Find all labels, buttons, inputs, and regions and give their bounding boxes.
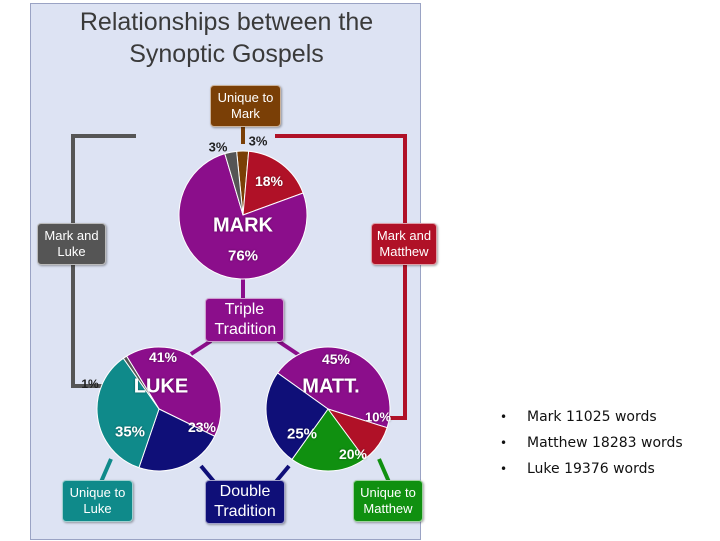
mark-and-matthew-box: Mark and Matthew	[371, 223, 437, 265]
mark-and-matthew-label: Mark and Matthew	[376, 228, 432, 259]
mark-slice-label-unique: 3%	[248, 133, 268, 149]
diagram-title-line1: Relationships between the	[79, 8, 374, 36]
luke-slice-label-double: 23%	[187, 419, 217, 435]
luke-pie-slice-0	[125, 346, 222, 437]
synoptic-gospels-diagram: Relationships between the Synoptic Gospe…	[30, 3, 437, 540]
mark-pie-slice-2	[178, 153, 308, 280]
double-tradition-box: Double Tradition	[205, 480, 285, 524]
diagram-graphics	[71, 127, 407, 486]
word-count-mark-text: Mark 11025 words	[527, 409, 657, 425]
mark-pie-name: MARK	[213, 214, 273, 237]
luke-slice-label-unique: 35%	[114, 423, 146, 441]
luke-pie-name: LUKE	[133, 375, 189, 398]
mark-pie-slice-3	[224, 150, 244, 216]
mark-slice-label-luke: 3%	[208, 139, 228, 155]
unique-to-matthew-box: Unique to Matthew	[353, 480, 423, 522]
word-count-luke-text: Luke 19376 words	[527, 461, 655, 477]
matthew-pie-slice-3	[265, 372, 329, 461]
double-tradition-label: Double Tradition	[214, 483, 276, 520]
matthew-pie-name: MATT.	[302, 375, 360, 398]
unique-to-luke-box: Unique to Luke	[62, 480, 133, 522]
triple-matthew-connector	[276, 339, 301, 357]
unique-to-matthew-label: Unique to Matthew	[360, 485, 416, 516]
matthew-slice-label-double: 25%	[286, 425, 318, 443]
matthew-pie-slice-2	[291, 408, 366, 472]
matthew-slice-label-mark: 45%	[321, 351, 351, 367]
mark-slice-label-main: 76%	[227, 247, 259, 265]
matthew-unique-connector	[377, 458, 391, 483]
matthew-slice-label-mark-matthew: 10%	[364, 409, 392, 425]
word-count-list: • Mark 11025 words • Matthew 18283 words •…	[500, 404, 683, 482]
luke-pie-slice-2	[96, 357, 160, 469]
mark-pie-slice-1	[242, 150, 304, 216]
triple-tradition-label: Triple Tradition	[214, 301, 277, 338]
luke-unique-connector	[99, 458, 113, 483]
matthew-pie-slice-0	[276, 346, 391, 429]
bullet-icon: •	[500, 410, 508, 424]
unique-to-luke-label: Unique to Luke	[69, 485, 126, 516]
diagram-title-line2: Synoptic Gospels	[129, 40, 324, 68]
luke-pie-slice-1	[138, 408, 216, 472]
word-count-matthew: • Matthew 18283 words	[500, 430, 683, 456]
word-count-luke: • Luke 19376 words	[500, 456, 683, 482]
luke-slice-label-mark: 41%	[148, 349, 178, 365]
triple-luke-connector	[189, 339, 213, 356]
mark-slice-label-matthew: 18%	[254, 173, 284, 189]
mark-and-luke-label: Mark and Luke	[44, 228, 99, 259]
mark-and-luke-box: Mark and Luke	[37, 223, 106, 265]
unique-to-mark-label: Unique to Mark	[217, 90, 274, 121]
word-count-mark: • Mark 11025 words	[500, 404, 683, 430]
word-count-matthew-text: Matthew 18283 words	[527, 435, 683, 451]
luke-slice-label-mark-luke: 1%	[81, 377, 99, 391]
bullet-icon: •	[500, 436, 508, 450]
luke-pie-slice-3	[122, 355, 160, 410]
mark-matthew-connector	[275, 134, 407, 420]
triple-tradition-box: Triple Tradition	[205, 298, 284, 342]
bullet-icon: •	[500, 462, 508, 476]
matthew-slice-label-unique: 20%	[338, 446, 368, 462]
unique-to-mark-box: Unique to Mark	[210, 85, 281, 127]
